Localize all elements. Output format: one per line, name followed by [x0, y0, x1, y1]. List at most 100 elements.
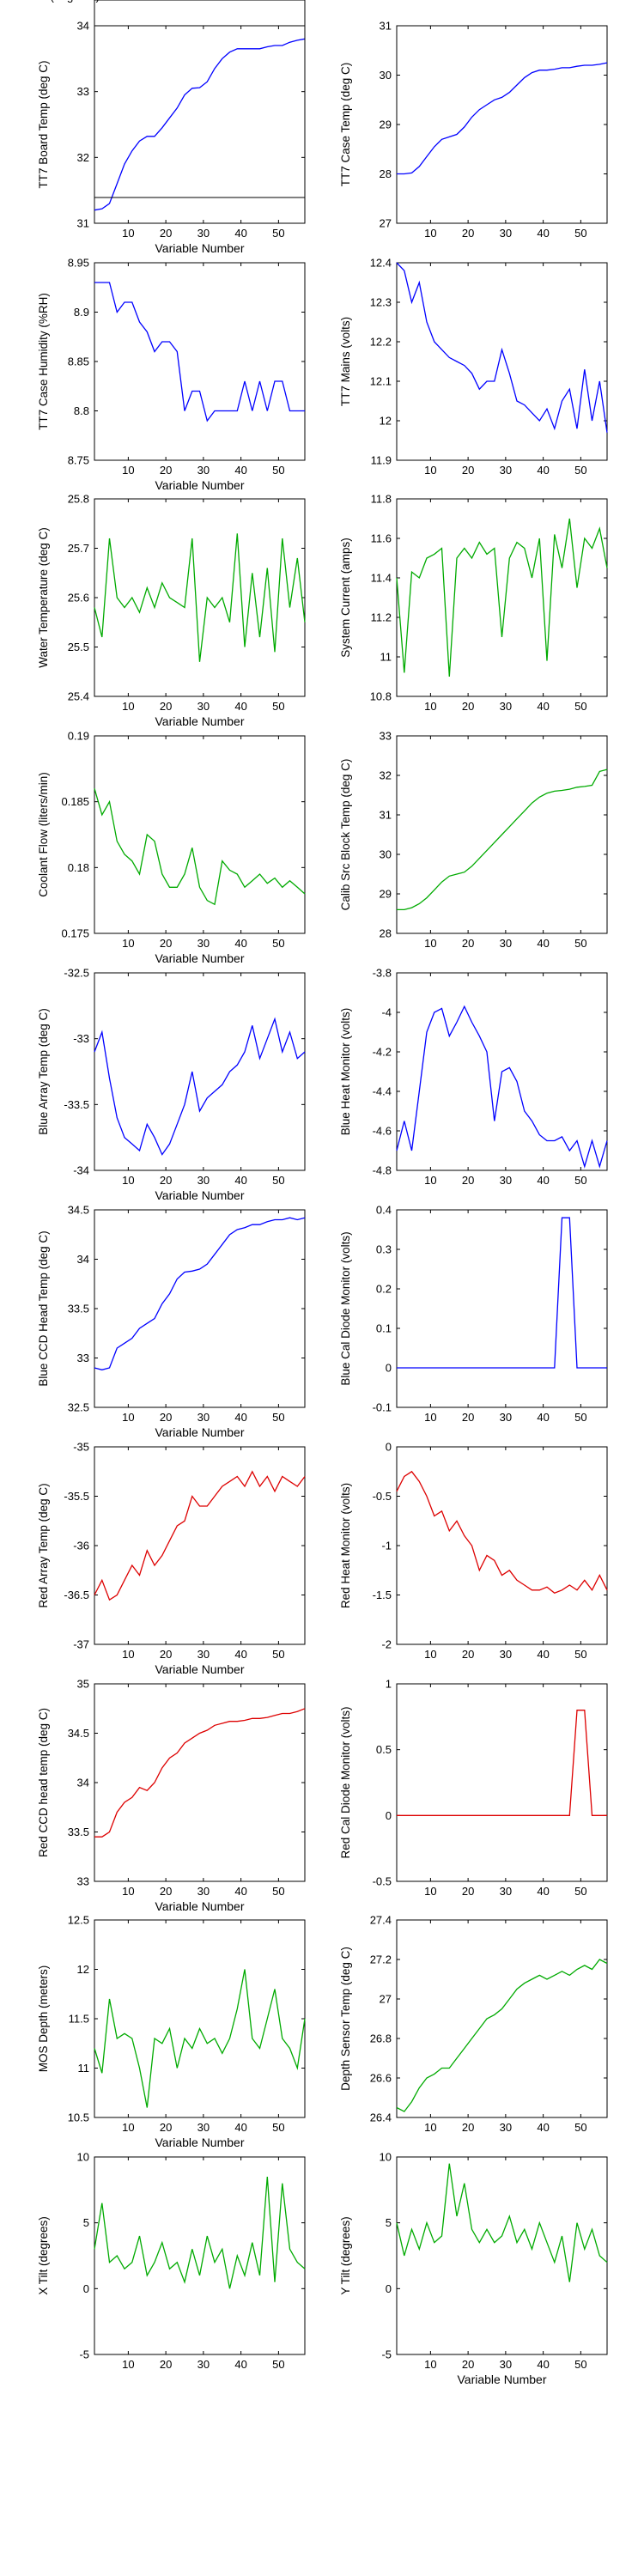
- y-tick-label: 29: [380, 888, 392, 901]
- y-tick-label: -33: [73, 1032, 89, 1045]
- y-tick-label: 33: [77, 1352, 89, 1364]
- y-tick-label: 0.3: [376, 1243, 392, 1256]
- y-tick-label: 34: [77, 20, 89, 33]
- plot-frame: [396, 1446, 608, 1645]
- data-series-line: [397, 62, 608, 175]
- x-tick-label: 10: [122, 1648, 134, 1661]
- y-tick-label: -5: [381, 2348, 392, 2361]
- x-tick-label: 20: [160, 937, 172, 950]
- x-tick-label: 20: [160, 1885, 172, 1898]
- x-tick-label: 50: [272, 937, 284, 950]
- x-tick-label: 50: [574, 464, 586, 477]
- x-tick-label: 40: [537, 2358, 549, 2371]
- chart-panel: 10 20 30 40 50 -4.8 -4.6 -4.4 -4.2 -4 -3.8 Blue Hea…: [339, 967, 608, 1187]
- plot-frame: [94, 1446, 306, 1645]
- chart-panel: 10 20 30 40 50 10.8 11 11.2 11.4 11.6 11.8 System C…: [339, 493, 608, 713]
- chart-panel: 10 20 30 40 50 28 29 30 31 32 33 Calib Src Block Te…: [339, 730, 608, 950]
- y-axis-label: Coolant Flow (liters/min): [37, 772, 50, 897]
- x-tick-label: 30: [500, 2358, 512, 2371]
- plot-frame: [94, 262, 306, 461]
- x-tick-label: 20: [462, 1174, 474, 1187]
- y-tick-label: 8.75: [68, 454, 89, 467]
- x-tick-label: 40: [537, 227, 549, 240]
- y-axis-label: X Tilt (degrees): [37, 2216, 50, 2295]
- x-tick-label: 10: [424, 1885, 436, 1898]
- plot-frame: [94, 1683, 306, 1882]
- x-axis-label: Variable Number: [155, 478, 244, 492]
- chart-panel: 10 20 30 40 50 26.4 26.6 26.8 27 27.2 27.4 Depth Se…: [339, 1914, 608, 2134]
- data-series-line: [397, 1217, 607, 1369]
- y-tick-label: 10: [380, 2151, 392, 2164]
- y-axis-label: MOS Depth (meters): [37, 1965, 50, 2073]
- chart-panel: 10 20 30 40 50 -37 -36.5 -36 -35.5 -35 Variable Nu…: [37, 1441, 306, 1676]
- y-axis-label: TT7 Case Humidity (%RH): [37, 293, 50, 430]
- x-tick-label: 10: [424, 227, 436, 240]
- y-tick-label: 0.19: [68, 730, 89, 743]
- y-axis-label: Blue Array Temp (deg C): [37, 1008, 50, 1135]
- chart-panel: 1020304050051015Variable NumberInclinati…: [0, 0, 306, 198]
- y-axis-label: Depth Sensor Temp (deg C): [339, 1947, 352, 2091]
- plot-frame: [94, 972, 306, 1171]
- y-tick-label: 10: [77, 0, 89, 3]
- y-axis-label: Calib Src Block Temp (deg C): [339, 759, 352, 911]
- y-tick-label: 28: [380, 167, 392, 180]
- y-tick-label: 27: [380, 217, 392, 230]
- data-series-line: [94, 1708, 306, 1838]
- x-tick-label: 10: [122, 1411, 134, 1424]
- y-tick-label: 31: [77, 217, 89, 230]
- y-tick-label: -4.8: [373, 1164, 392, 1177]
- x-tick-label: 20: [462, 2358, 474, 2371]
- x-axis-label: Variable Number: [155, 714, 244, 728]
- x-tick-label: 20: [462, 227, 474, 240]
- y-tick-label: 11.2: [371, 611, 392, 624]
- chart-panel: 10 20 30 40 50 -5 0 5 10 X Tilt (degrees): [37, 2151, 306, 2371]
- plot-frame: [396, 735, 608, 934]
- x-tick-label: 10: [122, 227, 134, 240]
- plot-frame: [94, 735, 306, 934]
- y-tick-label: 0: [83, 0, 89, 3]
- y-tick-label: 0.18: [68, 861, 89, 874]
- x-tick-label: 10: [424, 464, 436, 477]
- y-tick-label: 0.1: [376, 1322, 392, 1335]
- x-tick-label: 30: [500, 1174, 512, 1187]
- y-tick-label: -5: [79, 2348, 89, 2361]
- y-axis-label: Inclination (degrees): [0, 0, 100, 3]
- y-tick-label: 26.6: [370, 2072, 392, 2085]
- chart-panel: 10 20 30 40 50 11.9 12 12.1 12.2 12.3 12.4 TT7 Main…: [339, 257, 608, 477]
- data-series-line: [94, 1470, 306, 1601]
- x-axis-label: Variable Number: [155, 0, 244, 3]
- x-tick-label: 10: [122, 937, 134, 950]
- chart-panel: 10 20 30 40 50 -0.5 0 0.5 1 Red Cal Diode Monitor…: [339, 1678, 608, 1898]
- x-axis-label: Variable Number: [155, 1188, 244, 1202]
- y-tick-label: 12.3: [370, 296, 392, 309]
- y-tick-label: 0: [386, 2282, 392, 2295]
- chart-panel: 10 20 30 40 50 -0.1 0 0.1 0.2 0.3 0.4 Blue Cal Diod…: [339, 1204, 608, 1424]
- y-tick-label: 25.4: [68, 690, 89, 703]
- x-tick-label: 20: [462, 937, 474, 950]
- x-tick-label: 30: [197, 1411, 210, 1424]
- y-axis-label: Red Heat Monitor (volts): [339, 1483, 352, 1608]
- y-tick-label: 27: [380, 1993, 392, 2006]
- x-tick-label: 50: [272, 227, 284, 240]
- data-series-line: [396, 2163, 608, 2282]
- y-tick-label: 33: [380, 730, 392, 743]
- y-axis-label: Blue Heat Monitor (volts): [339, 1008, 352, 1136]
- x-tick-label: 40: [537, 937, 549, 950]
- data-series-line: [94, 1217, 306, 1370]
- data-series-line: [94, 533, 306, 662]
- y-tick-label: 27.2: [370, 1953, 392, 1966]
- y-tick-label: 5: [83, 0, 89, 3]
- y-tick-label: 10.5: [68, 2111, 89, 2124]
- data-series-line: [94, 788, 306, 906]
- x-tick-label: 30: [500, 1648, 512, 1661]
- y-tick-label: 33.5: [68, 1826, 89, 1838]
- y-tick-label: 34.5: [68, 1727, 89, 1740]
- y-tick-label: 0: [83, 2282, 89, 2295]
- y-tick-label: 12: [77, 1963, 89, 1976]
- y-tick-label: 32: [380, 769, 392, 782]
- y-tick-label: 0.2: [376, 1283, 392, 1296]
- y-tick-label: 12: [380, 415, 392, 428]
- y-axis-label: Y Tilt (degrees): [339, 2216, 352, 2294]
- x-tick-label: 30: [197, 700, 210, 713]
- y-tick-label: 25.7: [68, 542, 89, 555]
